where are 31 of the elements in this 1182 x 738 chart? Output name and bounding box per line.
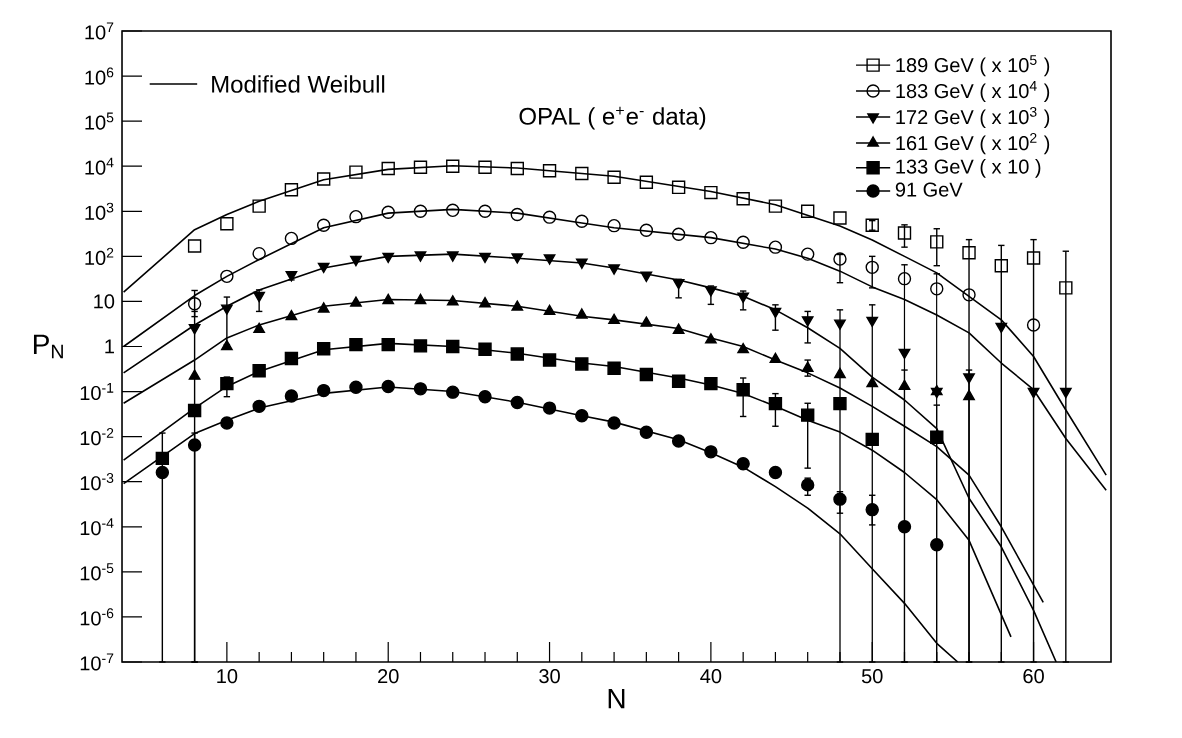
legend-label: 183 GeV ( x 10$^{4}$ )	[896, 81, 1050, 103]
x-tick-label: 10	[217, 669, 238, 684]
y-tick-label: 10$^{6}$	[85, 67, 114, 85]
y-tick-label: 10$^{-3}$	[80, 473, 114, 491]
y-tick-label: 10	[94, 294, 115, 309]
y-tick-label: 10$^{5}$	[85, 112, 114, 130]
y-tick-label: 10$^{-6}$	[80, 608, 114, 626]
y-tick-label: 10$^{3}$	[85, 202, 114, 220]
y-tick-label: 10$^{-4}$	[80, 518, 114, 536]
x-tick-label: 50	[861, 669, 883, 684]
x-tick-label: 60	[1023, 669, 1044, 684]
y-tick-label: 10$^{-7}$	[80, 653, 114, 671]
y-tick-label: 10$^{-5}$	[80, 563, 114, 581]
legend-label: 91 GeV	[895, 182, 963, 197]
y-tick-label: 10$^{4}$	[85, 157, 114, 175]
legend-label: Modified Weibull	[212, 75, 385, 93]
y-tick-label: 1	[105, 339, 114, 354]
legend-label: 161 GeV ( x 10$^{2}$ )	[896, 133, 1050, 155]
x-tick-label: 30	[539, 669, 560, 684]
y-tick-label: 10$^{-2}$	[80, 428, 114, 446]
x-tick-label: 40	[700, 669, 722, 684]
y-tick-label: 10$^{7}$	[85, 22, 114, 40]
x-axis-title: N	[608, 688, 625, 709]
y-axis-title: P$_{N}$	[33, 334, 63, 359]
x-tick-label: 20	[378, 669, 399, 684]
annotation: OPAL ( e$^{+}$e$^{-}$ data)	[519, 106, 706, 130]
legend-label: 189 GeV ( x 10$^{5}$ )	[896, 55, 1050, 77]
y-tick-label: 10$^{-1}$	[80, 383, 114, 401]
y-tick-label: 10$^{2}$	[85, 247, 114, 265]
legend-label: 133 GeV ( x 10 )	[896, 159, 1041, 178]
legend-label: 172 GeV ( x 10$^{3}$ )	[896, 106, 1050, 129]
